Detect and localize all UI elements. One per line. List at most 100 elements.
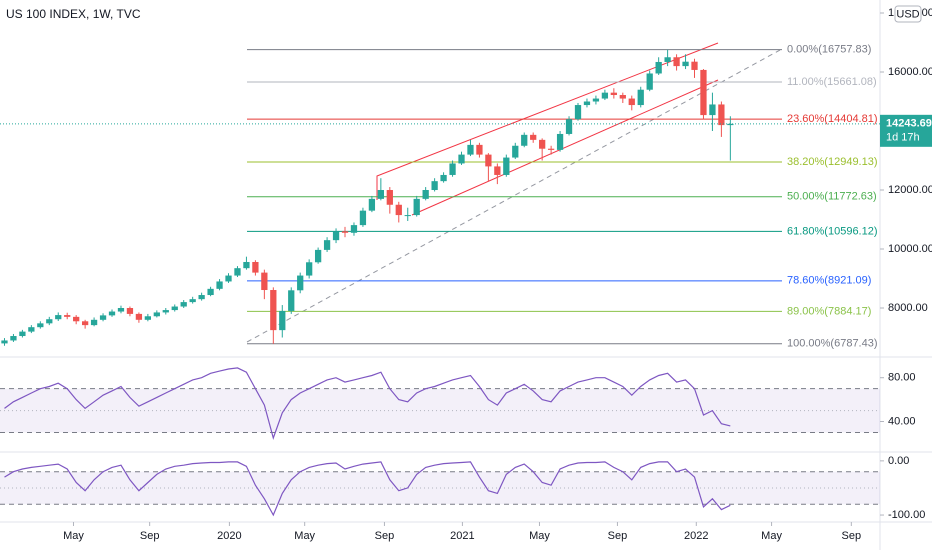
candle-body [628,98,635,106]
candle-body [252,261,259,273]
candle-body [341,231,349,233]
candle-body [207,288,214,296]
candle-body [288,290,295,311]
candle-body [117,308,125,312]
candle-body [673,57,680,67]
candle-body [467,144,474,155]
x-tick-label: Sep [608,530,628,542]
candle-body [189,299,196,303]
candle-body [440,174,447,182]
candle-body [99,315,107,320]
x-tick-label: May [529,530,550,542]
candle-body [19,331,26,337]
y-tick-label: 12000.00 [888,184,932,196]
candle-body [592,98,600,102]
y-tick-label: 80.00 [888,372,916,384]
y-tick-label: -100.00 [888,509,925,521]
fib-label: 23.60%(14404.81) [787,113,878,125]
candle-body [377,190,384,199]
candle-body [691,61,698,70]
currency-box [894,5,922,23]
candle-body [413,198,420,216]
candle-body [583,101,591,106]
x-tick-label: Sep [842,530,862,542]
candle-body [135,313,143,320]
x-tick-label: 2021 [450,530,474,542]
x-tick-label: Sep [375,530,395,542]
candle-body [1,340,8,344]
candle-body [359,210,367,226]
y-tick-label: 16000.00 [888,66,932,78]
fib-label: 0.00%(16757.83) [787,44,871,56]
fib-label: 89.00%(7884.17) [787,305,871,317]
candle-body [126,308,134,314]
candle-body [216,281,223,289]
candle-body [637,89,644,106]
candle-body [10,336,17,341]
candle-body [225,275,232,282]
candle-body [171,306,178,311]
candle-body [718,104,725,126]
candle-body [332,231,340,241]
indicator-line [4,367,731,441]
fib-label: 78.60%(8921.09) [787,275,871,287]
indicator-line [4,461,731,517]
candle-body [28,327,35,332]
candle-body [539,139,546,149]
candle-body [198,295,205,300]
candle-body [108,311,116,316]
candle-body [556,133,564,150]
drawings [246,42,781,343]
candle-body [709,104,716,116]
y-tick-label: 40.00 [888,415,916,427]
candle-body [73,316,80,322]
candle-body [350,225,358,233]
candle-body [619,95,626,99]
candle-body [306,262,313,276]
candle-body [386,190,393,205]
y-tick-label: 0.00 [888,455,909,467]
candle-body [37,323,44,328]
fib-label: 11.00%(15661.08) [787,76,877,88]
candle-body [610,92,617,96]
candle-body [512,145,519,158]
candle-body [46,319,53,324]
candle-body [521,134,528,146]
candle-body [153,312,160,317]
channel-lower [411,79,719,216]
candle-body [90,319,98,326]
candle-body [314,249,322,263]
candle-body [547,148,555,150]
candle-body [494,166,501,175]
x-tick-label: May [294,530,315,542]
candle-body [395,204,402,216]
candle-body [458,154,465,164]
fib-label: 50.00%(11772.63) [787,191,877,203]
candle-body [565,119,573,134]
x-tick-label: May [761,530,782,542]
candle-body [422,190,429,199]
candle-body [574,105,582,120]
candle-body [234,268,241,276]
candle-body [180,302,187,307]
candle-body [431,181,438,191]
x-tick-label: 2022 [684,530,708,542]
candle-body [144,316,151,320]
chart-title: US 100 INDEX, 1W, TVC [6,7,141,21]
trend-line [246,49,781,343]
x-tick-label: 2020 [217,530,241,542]
y-tick-label: 8000.00 [888,302,928,314]
candle-body [162,310,169,313]
candle-body [476,144,483,155]
countdown: 1d 17h [886,132,920,144]
y-tick-label: 10000.00 [888,243,932,255]
candle-body [243,261,250,269]
candle-body [279,310,286,331]
candle-body [485,154,492,167]
candle-body [55,315,62,320]
candle-body [404,215,411,217]
candle-body [270,290,277,331]
candle-body [601,92,609,99]
